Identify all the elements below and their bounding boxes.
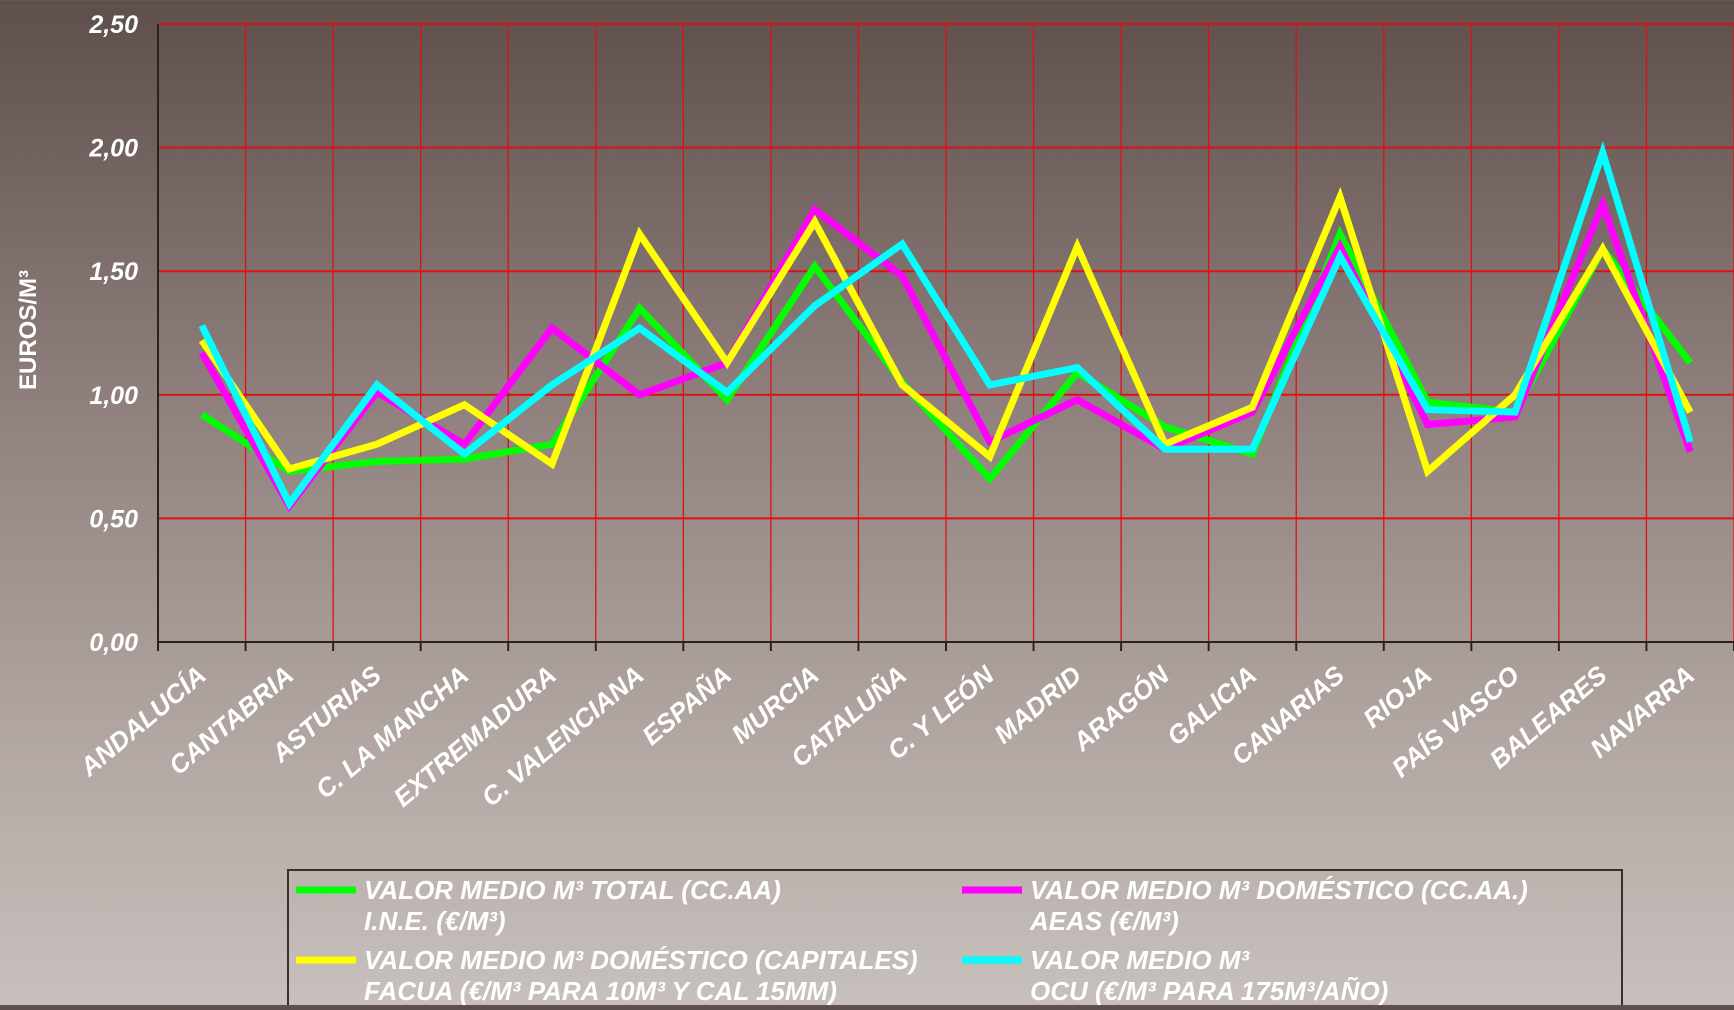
series-line-4 <box>198 141 1694 511</box>
series-line-3 <box>198 186 1694 478</box>
series-line-2 <box>198 194 1694 513</box>
legend-box <box>287 869 1623 1010</box>
x-tick-label: C. LA MANCHA <box>310 660 475 805</box>
y-tick-label: 1,50 <box>89 258 138 286</box>
legend-label: OCU (€/M³ PARA 175M³/AÑO) <box>1030 976 1388 1005</box>
legend-label: I.N.E. (€/M³) <box>364 906 506 936</box>
y-tick-label: 2,00 <box>88 135 138 163</box>
y-tick-label: 0,00 <box>89 629 138 657</box>
legend-label: VALOR MEDIO M³ TOTAL (CC.AA) <box>364 875 781 905</box>
y-tick-label: 2,50 <box>88 11 138 39</box>
x-tick-label: RIOJA <box>1357 660 1437 734</box>
legend-label: VALOR MEDIO M³ DOMÉSTICO (CC.AA.) <box>1030 875 1528 905</box>
x-tick-label: C. VALENCIANA <box>476 660 650 813</box>
series-line-1 <box>199 225 1693 485</box>
axes <box>157 24 1734 651</box>
legend-label: FACUA (€/M³ PARA 10M³ Y CAL 15MM) <box>364 976 837 1005</box>
x-tick-label: ESPAÑA <box>636 660 737 751</box>
y-tick-labels: 0,00 0,50 1,00 1,50 2,00 2,50 <box>88 11 138 657</box>
y-tick-label: 0,50 <box>89 505 138 533</box>
legend-label: VALOR MEDIO M³ <box>1030 945 1250 975</box>
legend-label: AEAS (€/M³) <box>1029 906 1179 936</box>
x-tick-label: ARAGÓN <box>1066 659 1176 758</box>
y-tick-label: 1,00 <box>89 382 138 410</box>
series-lines <box>198 141 1694 513</box>
legend-label: VALOR MEDIO M³ DOMÉSTICO (CAPITALES) <box>364 945 918 975</box>
grid <box>157 23 1734 642</box>
legend: VALOR MEDIO M³ TOTAL (CC.AA)I.N.E. (€/M³… <box>287 869 1623 1010</box>
y-axis-label: EUROS/M³ <box>15 270 42 390</box>
